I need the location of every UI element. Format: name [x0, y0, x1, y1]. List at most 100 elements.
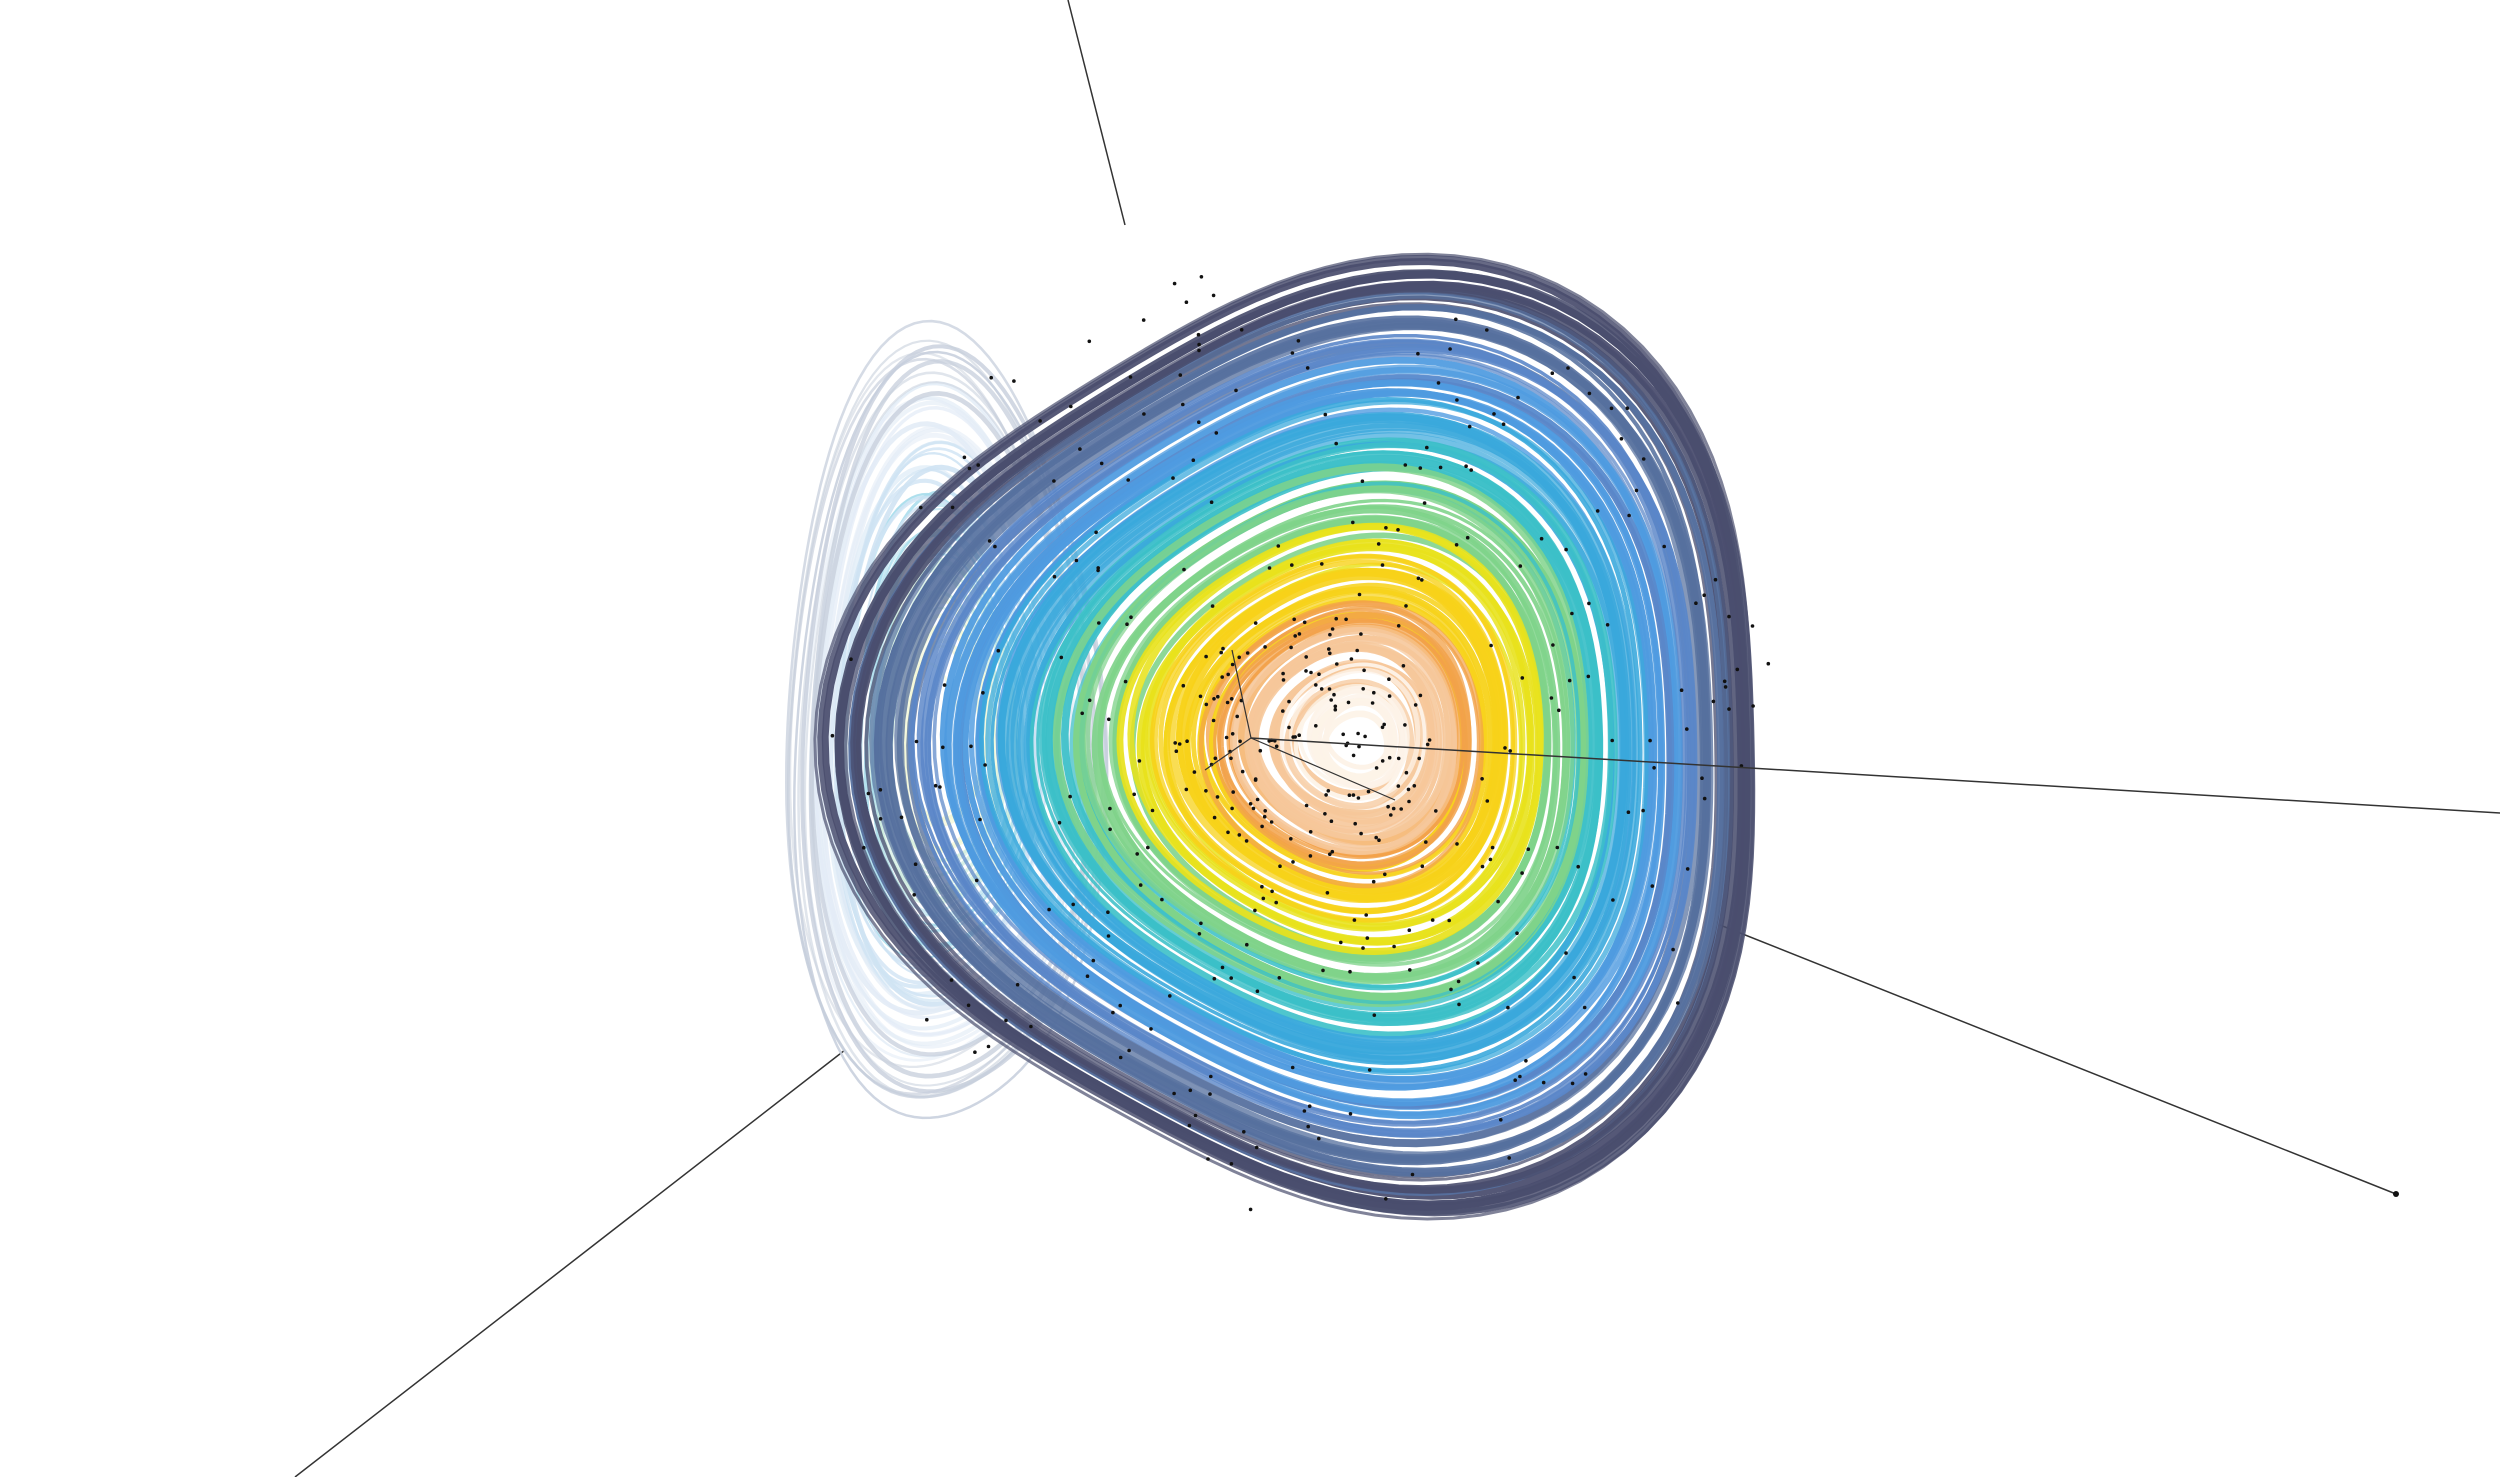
seed-point: [1480, 864, 1485, 869]
seed-point: [1367, 1068, 1372, 1072]
seed-point: [1262, 814, 1267, 819]
seed-point: [1648, 738, 1652, 743]
seed-point: [1178, 373, 1183, 377]
seed-point: [1214, 431, 1219, 435]
seed-point: [1277, 976, 1282, 980]
seed-point: [1197, 348, 1201, 353]
vortex-streamline: [910, 333, 1691, 1132]
seed-point: [1209, 500, 1214, 505]
seed-point: [1269, 820, 1274, 824]
seed-point: [1352, 918, 1357, 922]
seed-point: [1078, 447, 1082, 451]
seed-point: [1396, 756, 1401, 761]
seed-point: [1290, 351, 1295, 355]
seed-point: [1407, 928, 1412, 932]
seed-point: [1403, 463, 1408, 467]
seed-point: [1096, 568, 1100, 573]
seed-point: [1317, 672, 1321, 676]
seed-point: [1641, 808, 1645, 813]
seed-point: [1467, 424, 1472, 429]
seed-point: [1374, 835, 1378, 840]
seed-point: [1230, 662, 1235, 667]
seed-point: [1387, 694, 1392, 698]
seed-point: [1071, 902, 1075, 907]
seed-point: [1349, 657, 1354, 661]
seed-point: [1549, 696, 1554, 700]
seed-point: [1199, 921, 1203, 926]
seed-point: [1172, 281, 1177, 286]
seed-point: [1422, 501, 1427, 505]
seed-point: [1339, 940, 1343, 945]
seed-point: [1401, 664, 1406, 668]
seed-point: [1204, 789, 1208, 793]
seed-point: [1261, 896, 1266, 901]
seed-point: [1204, 654, 1208, 659]
seed-point: [1372, 690, 1376, 695]
seed-point: [1351, 520, 1355, 525]
seed-point: [1700, 776, 1704, 780]
seed-point: [1361, 946, 1365, 950]
seed-point: [1418, 466, 1423, 470]
seed-point: [1248, 1207, 1253, 1212]
seed-point: [1427, 738, 1432, 742]
seed-point: [1541, 1080, 1546, 1085]
seed-point: [1518, 1074, 1522, 1079]
seed-point: [1253, 777, 1258, 781]
seed-point: [1485, 328, 1489, 332]
seed-point: [1118, 1003, 1122, 1008]
seed-point: [1188, 1088, 1193, 1093]
seed-point: [1362, 668, 1366, 673]
seed-point: [1229, 1162, 1234, 1166]
axes-back: [294, 0, 2399, 1477]
seed-point: [1197, 342, 1201, 347]
seed-point: [1308, 854, 1313, 858]
seed-point: [1254, 1145, 1259, 1150]
seed-point: [1091, 958, 1096, 963]
seed-point: [1177, 742, 1182, 746]
seed-point: [1611, 898, 1615, 902]
seed-point: [1210, 604, 1215, 608]
seed-point: [949, 978, 954, 982]
seed-point: [1713, 577, 1718, 582]
vortex-streamline: [1289, 667, 1421, 800]
seed-point: [1171, 476, 1175, 480]
seed-point: [1292, 617, 1296, 622]
seed-point: [1380, 759, 1385, 763]
seed-point: [966, 1003, 971, 1008]
seed-point: [913, 862, 918, 866]
seed-point: [1038, 419, 1042, 423]
seed-point: [1248, 802, 1253, 806]
seed-point: [1551, 643, 1555, 647]
seed-point: [1267, 739, 1271, 743]
seed-point: [878, 817, 883, 821]
seed-point: [1138, 883, 1143, 887]
seed-point: [1304, 669, 1308, 673]
seed-point: [1417, 756, 1421, 761]
seed-point: [1333, 704, 1338, 709]
seed-point: [1212, 976, 1217, 981]
seed-point: [1374, 766, 1379, 770]
seed-point: [1274, 900, 1278, 905]
seed-point: [1371, 879, 1376, 884]
seed-point: [1679, 688, 1684, 692]
seed-point: [1004, 1018, 1008, 1023]
seed-point: [1694, 601, 1698, 605]
seed-point: [1108, 806, 1112, 811]
lobe-streamline: [786, 339, 1098, 1098]
seed-point: [1289, 645, 1293, 650]
seed-point: [1173, 741, 1177, 745]
seed-point: [1281, 678, 1286, 682]
seed-point: [1296, 339, 1301, 343]
seed-point: [1302, 620, 1307, 625]
seed-point: [1325, 891, 1330, 895]
seed-point: [1323, 412, 1328, 417]
seed-point: [1270, 889, 1274, 894]
seed-point: [1506, 1005, 1510, 1010]
seed-point: [1197, 420, 1201, 425]
vortex-streamline: [1237, 623, 1459, 846]
seed-point: [1216, 694, 1220, 699]
seed-point: [1751, 704, 1755, 708]
seed-point: [1293, 735, 1297, 739]
seed-point: [1722, 679, 1727, 684]
seed-point: [974, 878, 979, 883]
